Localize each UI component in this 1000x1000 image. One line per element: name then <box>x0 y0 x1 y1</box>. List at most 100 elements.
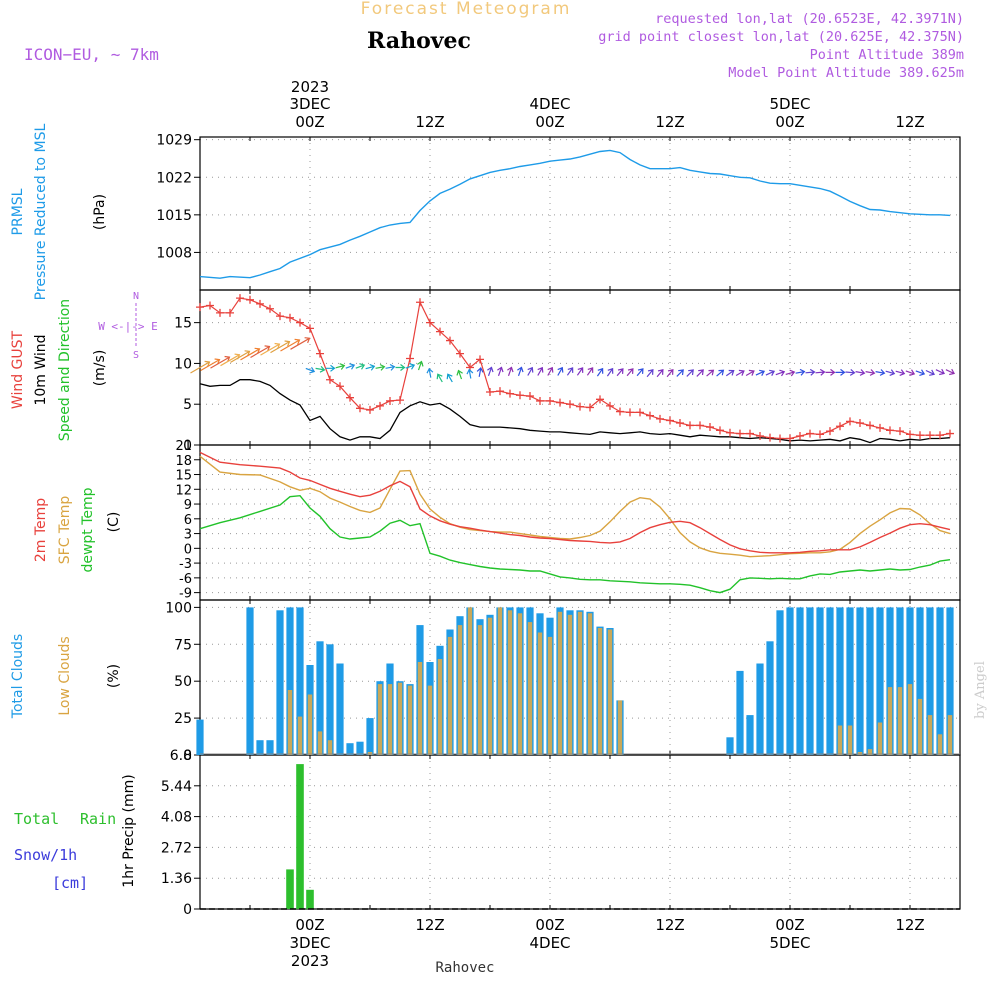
low-cloud-bar <box>907 684 913 755</box>
wind-direction-arrow <box>745 369 755 377</box>
wind-direction-arrow <box>696 369 704 377</box>
rain-bar <box>296 764 304 909</box>
wind-direction-arrow <box>200 358 221 372</box>
total-cloud-bar <box>866 607 874 755</box>
bottom-time-tick-label: 12Z <box>415 916 444 934</box>
wind-gust-marker <box>496 387 504 396</box>
location-title: Rahovec <box>367 28 471 54</box>
y-tick-label: 6 <box>184 513 192 528</box>
wind-direction-arrow <box>220 353 241 367</box>
wind-gust-marker <box>696 421 704 430</box>
wind-gust-marker <box>916 431 924 440</box>
total-cloud-bar <box>316 641 324 755</box>
wind-direction-arrow <box>646 369 654 378</box>
total-cloud-bar <box>296 607 304 755</box>
prmsl-line <box>199 149 951 279</box>
y-tick-label: -3 <box>179 557 192 572</box>
wind-direction-arrow <box>636 368 644 377</box>
y-tick-label: 4.08 <box>161 810 192 826</box>
wind-direction-arrow <box>436 373 443 383</box>
low-cloud-bar <box>927 715 933 755</box>
wind-direction-arrow <box>795 368 806 376</box>
temp-2m-line <box>199 451 951 554</box>
total-cloud-bar <box>896 607 904 755</box>
total-cloud-bar <box>256 740 264 755</box>
wind-direction-arrow <box>915 369 926 376</box>
y-tick-label: 0 <box>184 542 192 557</box>
wind-gust-marker <box>486 387 494 396</box>
low-cloud-bar <box>617 700 623 755</box>
snow-unit-label: [cm] <box>52 874 88 892</box>
wind-gust-marker <box>686 421 694 430</box>
wind-gust-marker <box>896 427 904 436</box>
wind-gust-marker <box>796 432 804 441</box>
y-tick-label: 2.72 <box>161 840 192 856</box>
total-cloud-bar <box>326 644 334 755</box>
total-cloud-bar <box>916 607 924 755</box>
wind-gust-marker <box>536 396 544 405</box>
precip-unit-label: 1hr Precip (mm) <box>121 774 137 887</box>
total-cloud-bar <box>736 670 744 755</box>
y-tick-label: 0 <box>183 902 192 918</box>
top-date-label: 2023 <box>291 78 329 96</box>
wind-direction-arrow <box>355 363 366 370</box>
wind-gust-marker <box>276 312 284 321</box>
wind-direction-arrow <box>537 366 544 376</box>
wind-gust-marker <box>236 294 244 303</box>
total-cloud-bar <box>366 718 374 755</box>
wind-gust-marker <box>426 318 434 327</box>
total-cloud-bar <box>806 607 814 755</box>
wind-direction-arrow <box>885 369 896 376</box>
sfc-temp-line <box>199 455 951 558</box>
wind-gust-marker <box>566 400 574 409</box>
y-tick-label: 15 <box>174 316 192 332</box>
pressure-frame <box>199 136 961 291</box>
y-tick-label: 1015 <box>156 208 192 224</box>
rain-bar <box>286 869 294 909</box>
wind-gust-marker <box>216 308 224 317</box>
temp-unit-label: (C) <box>106 512 122 533</box>
wind-direction-arrow <box>686 369 694 377</box>
wind-direction-arrow <box>335 363 346 370</box>
wind-gust-marker <box>316 349 324 358</box>
wind-gust-marker <box>816 430 824 439</box>
wind-direction-arrow <box>507 366 514 377</box>
y-tick-label: 50 <box>174 674 192 690</box>
y-tick-label: 25 <box>174 711 192 727</box>
low-cloud-bar <box>507 610 513 755</box>
wind-direction-arrow <box>905 369 916 376</box>
wind-gust-marker <box>856 418 864 427</box>
temp-dewpt-label: dewpt Temp <box>80 487 96 572</box>
wind-gust-marker <box>296 318 304 327</box>
low-cloud-bar <box>427 685 433 755</box>
temp-2m-label: 2m Temp <box>33 498 49 562</box>
wind-direction-arrow <box>517 366 524 377</box>
wind-panel-labels: Wind GUST 10m Wind Speed and Direction (… <box>10 299 108 441</box>
wind-direction-arrow <box>825 368 836 376</box>
wind-direction-arrow <box>417 360 424 371</box>
wind-gust-marker <box>666 416 674 425</box>
wind-gust-marker <box>626 408 634 417</box>
wind-direction-arrow <box>466 368 474 379</box>
wind-direction-arrow <box>566 367 574 376</box>
model-point-altitude: Model Point Altitude 389.625m <box>728 65 964 81</box>
low-cloud-bar <box>577 611 583 755</box>
wind-gust-marker <box>376 401 384 410</box>
wind-gust-marker <box>906 430 914 439</box>
low-cloud-bar <box>567 614 573 755</box>
wind-gust-marker <box>446 336 454 345</box>
wind-direction-arrow <box>210 355 231 369</box>
low-cloud-bar <box>937 734 943 755</box>
y-tick-label: 1.36 <box>161 871 192 887</box>
low-cloud-bar <box>327 740 333 755</box>
total-cloud-bar <box>776 610 784 755</box>
wind-gust-marker <box>386 396 394 405</box>
wind-gust-marker <box>616 407 624 416</box>
wind-gust-marker <box>556 398 564 407</box>
low-cloud-bar <box>837 725 843 755</box>
total-cloud-bar <box>856 607 864 755</box>
low-cloud-bar <box>887 687 893 755</box>
wind-direction-arrow <box>616 368 624 377</box>
low-cloud-bar <box>497 607 503 755</box>
